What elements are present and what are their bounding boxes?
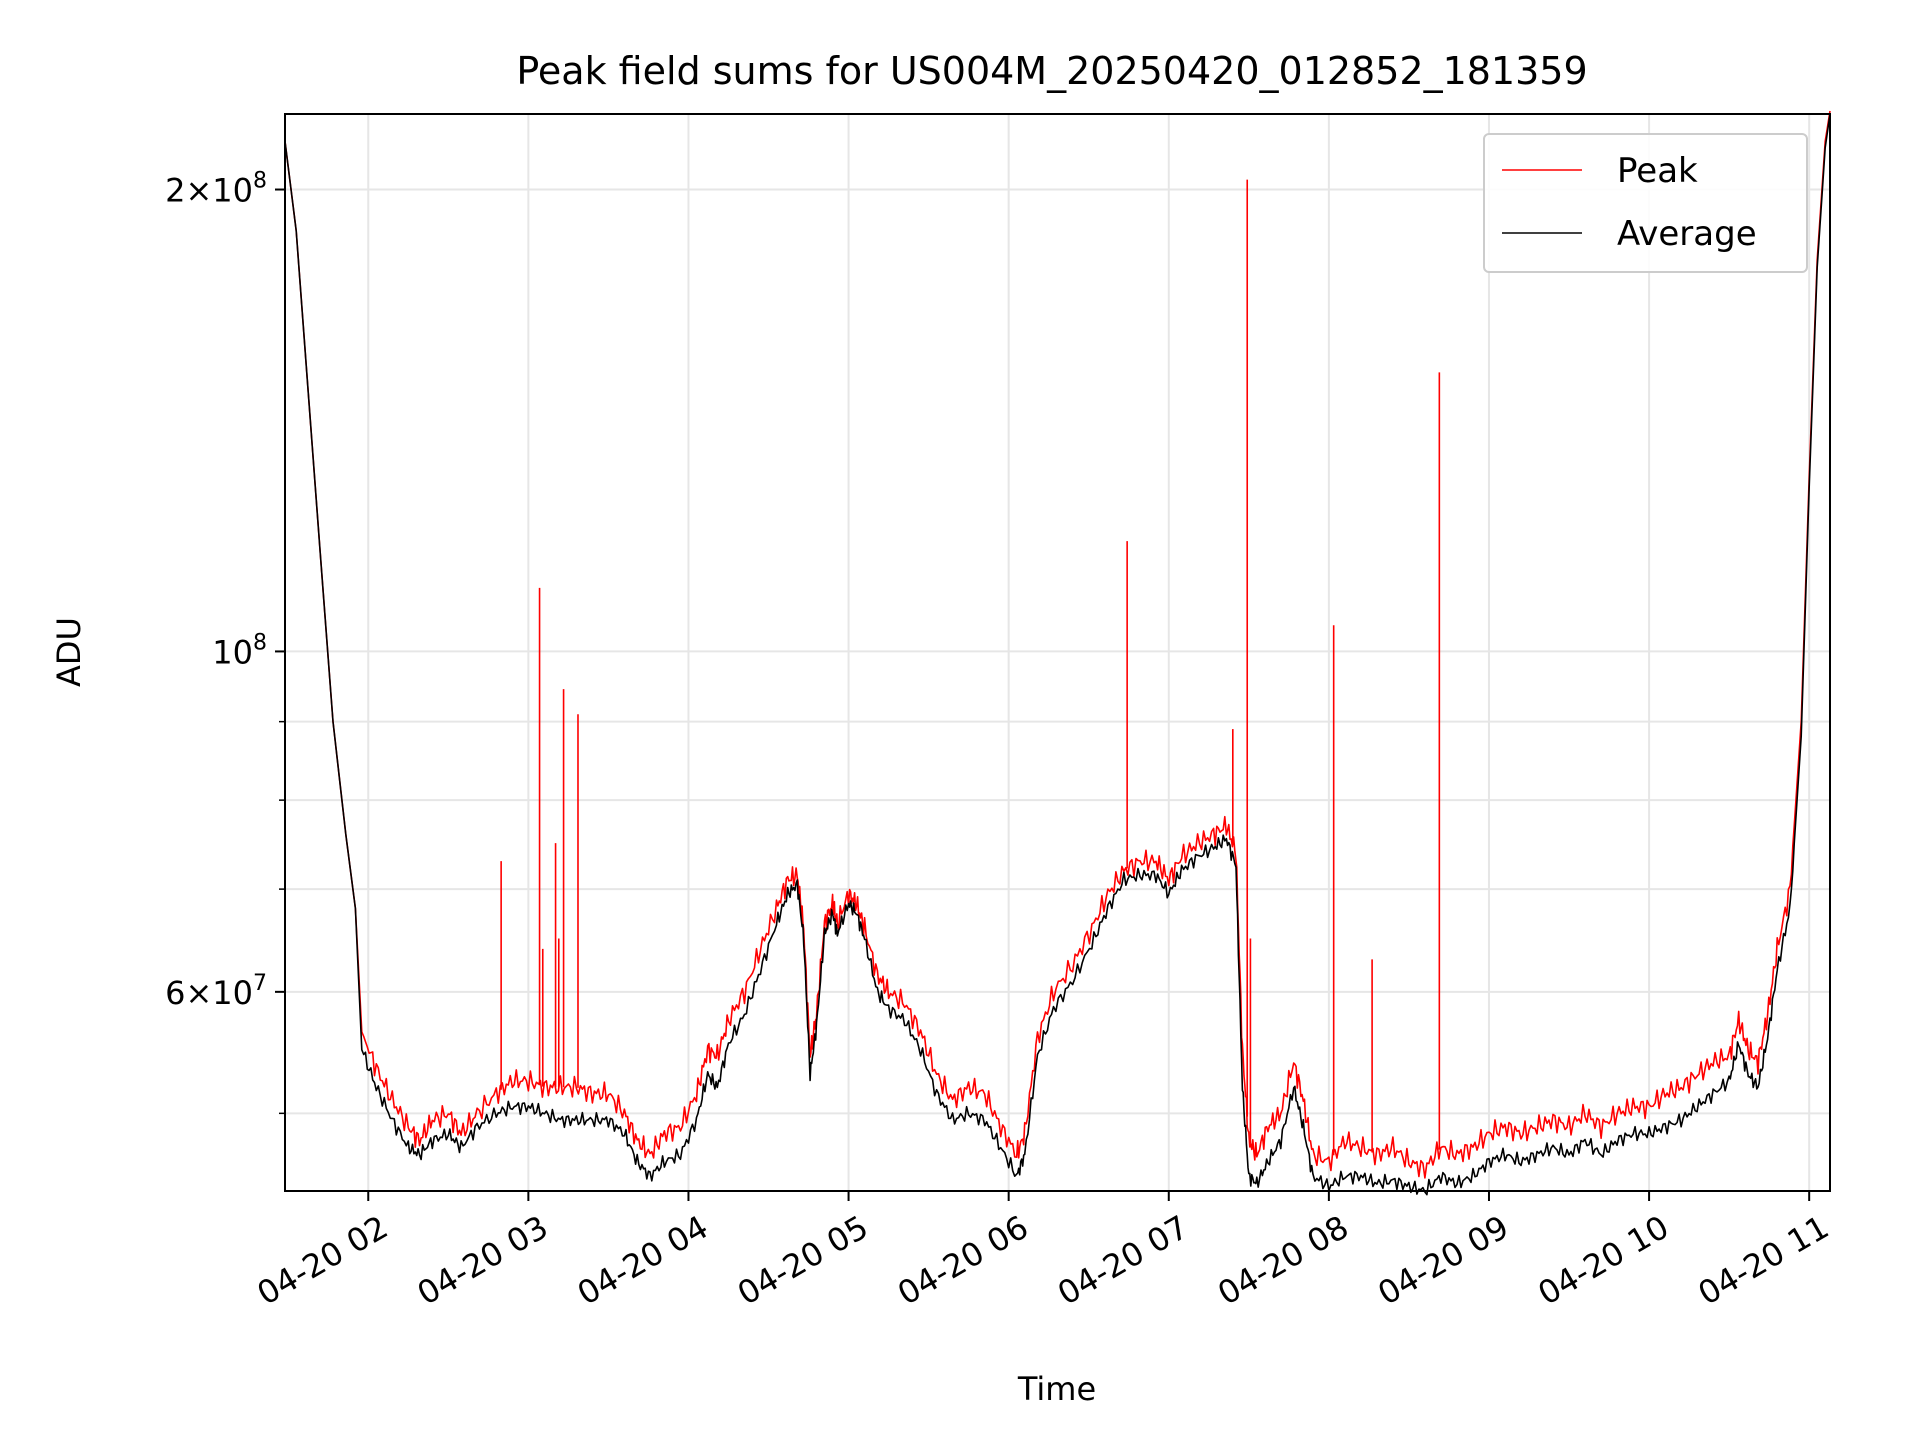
legend-label-peak: Peak (1617, 151, 1698, 191)
legend-label-average: Average (1617, 214, 1757, 254)
plot-lines (284, 110, 1831, 1196)
x-axis-label: Time (1017, 1370, 1096, 1408)
series-line-average (284, 113, 1831, 1196)
legend-box (1483, 133, 1808, 273)
legend: Peak Average (1483, 133, 1808, 273)
y-tick-label: 2×108 (165, 169, 267, 210)
y-axis-label: ADU (50, 617, 88, 687)
chart-title: Peak field sums for US004M_20250420_0128… (516, 49, 1587, 93)
plot-frame (284, 113, 1831, 1192)
y-axis: 108 2×108 6×107 (165, 169, 285, 1115)
series-line-peak (284, 110, 1831, 1179)
y-tick-label: 6×107 (165, 971, 267, 1012)
grid (285, 114, 1830, 1191)
y-tick-label: 108 (212, 630, 267, 671)
